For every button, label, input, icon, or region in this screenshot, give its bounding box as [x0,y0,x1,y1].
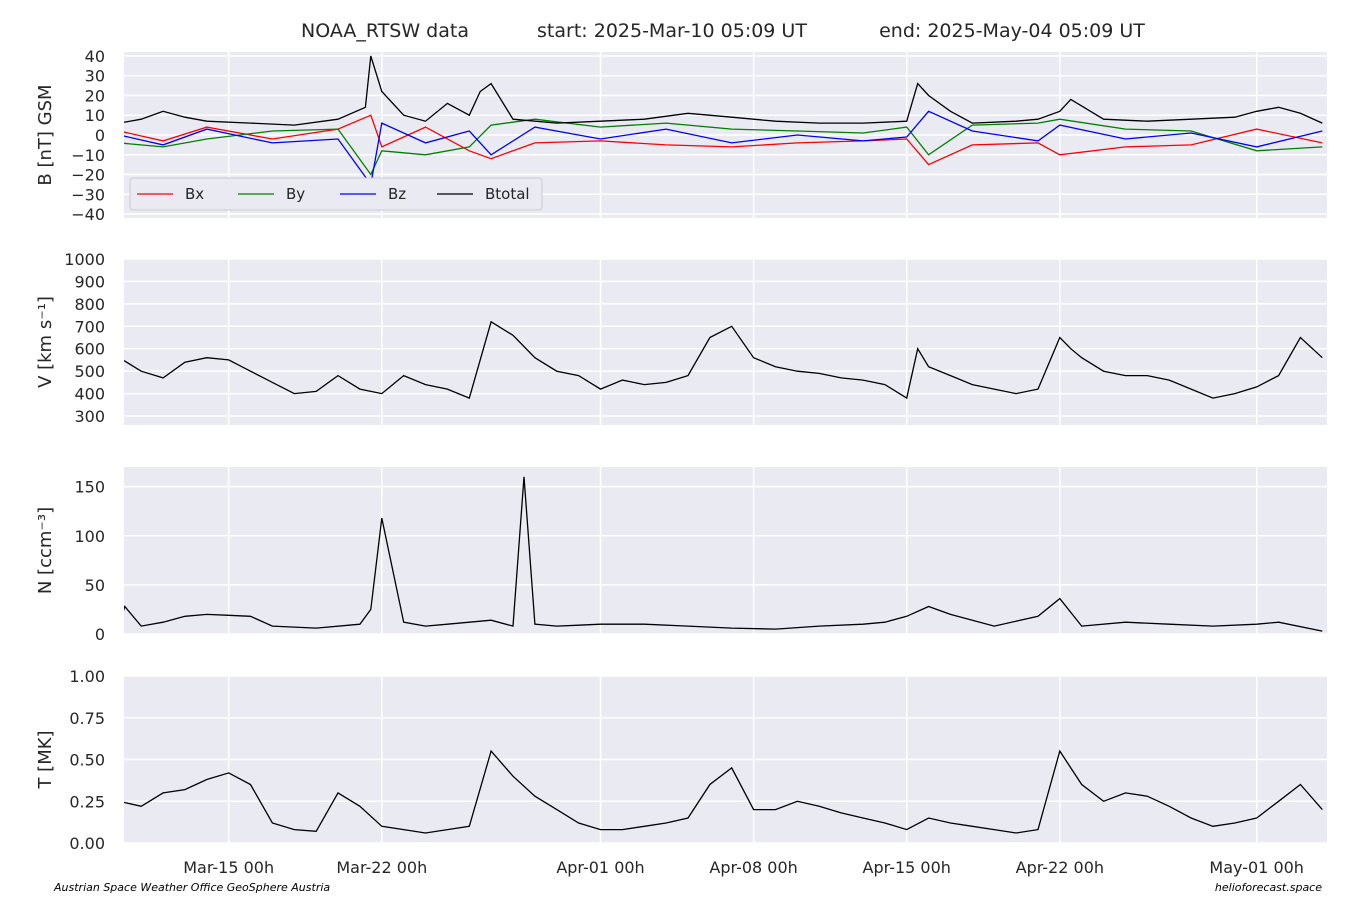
series-line-by [124,118,1323,176]
x-tick-label: Apr-15 00h [863,858,951,877]
y-axis-label: T [MK] [35,730,56,789]
series-line-btotal [124,55,1323,126]
y-tick-label: −20 [71,166,105,185]
y-tick-label: −30 [71,185,105,204]
title-end: end: 2025-May-04 05:09 UT [879,20,1145,42]
y-axis-label: N [ccm⁻³] [35,507,56,594]
y-tick-label: 1000 [64,250,105,269]
y-tick-label: 400 [74,385,105,404]
legend-entry: Bz [388,185,406,203]
series-line-bz [124,110,1323,187]
y-tick-label: 0 [95,625,105,644]
y-tick-label: 100 [74,527,105,546]
y-tick-label: −40 [71,205,105,224]
series-line-density [124,476,1323,632]
y-tick-label: 500 [74,362,105,381]
y-tick-label: 800 [74,295,105,314]
panel-speed: 1000 900 800 700 600 500 400 300 V [km s⁻¹] [35,250,1327,426]
panel-density: 150 100 50 0 N [ccm⁻³] [35,467,1327,644]
y-axis-label: B [nT] GSM [35,84,56,185]
series-line-temperature [124,749,1323,834]
panel-background [124,467,1327,634]
y-tick-label: 900 [74,272,105,291]
y-tick-label: 0.00 [69,834,105,853]
legend-entry: Btotal [485,185,530,203]
y-tick-label: 0.75 [69,709,105,728]
y-tick-label: 30 [85,67,105,86]
x-tick-label: Apr-22 00h [1016,858,1104,877]
legend-entry: Bx [185,185,204,203]
x-tick-label: May-01 00h [1209,858,1304,877]
y-tick-label: 600 [74,340,105,359]
x-tick-label: Apr-01 00h [556,858,644,877]
series-line-speed [124,320,1323,400]
y-tick-label: −10 [71,146,105,165]
title-start: start: 2025-Mar-10 05:09 UT [537,20,807,42]
credit-left: Austrian Space Weather Office GeoSphere … [53,881,330,894]
panel-temperature: 1.00 0.75 0.50 0.25 0.00 T [MK] Mar-15 00h Mar-… [35,667,1327,877]
y-tick-label: 20 [85,86,105,105]
y-tick-label: 300 [74,407,105,426]
y-tick-label: 0.25 [69,792,105,811]
legend-entry: By [286,185,305,203]
title-source: NOAA_RTSW data [301,20,469,42]
y-tick-label: 40 [85,47,105,66]
y-tick-label: 700 [74,317,105,336]
y-tick-label: 10 [85,106,105,125]
x-tick-label: Mar-15 00h [183,858,274,877]
x-tick-label: Apr-08 00h [709,858,797,877]
y-axis-label: V [km s⁻¹] [35,296,56,388]
panel-background [124,259,1327,425]
x-tick-label: Mar-22 00h [336,858,427,877]
y-tick-label: 150 [74,478,105,497]
y-tick-label: 0.50 [69,751,105,770]
y-tick-label: 0 [95,126,105,145]
credit-right: helioforecast.space [1215,881,1322,894]
y-tick-label: 1.00 [69,667,105,686]
legend-frame [129,177,543,211]
legend: Bx By Bz Btotal [129,177,543,211]
y-tick-label: 50 [85,576,105,595]
